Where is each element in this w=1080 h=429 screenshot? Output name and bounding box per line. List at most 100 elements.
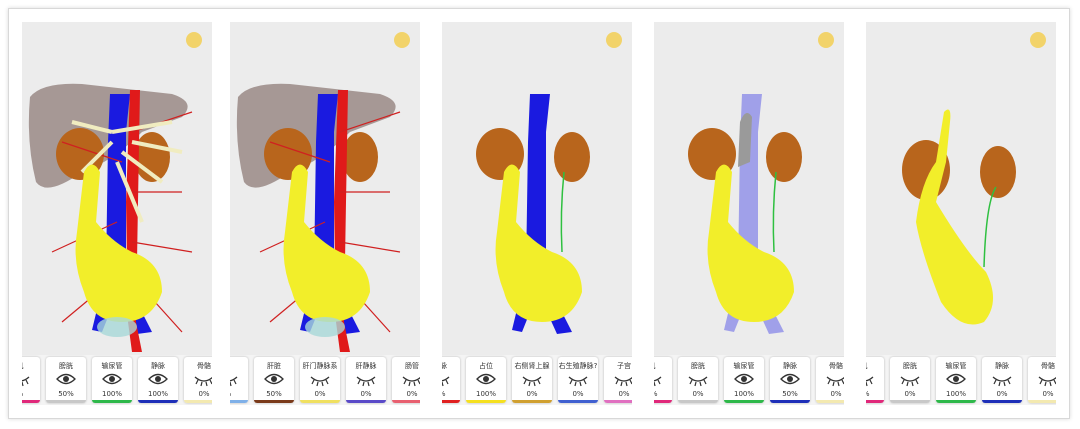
layer-toggle[interactable]: 肌%	[22, 357, 40, 403]
layer-color-bar	[512, 400, 552, 403]
layer-color-bar	[466, 400, 506, 403]
layer-opacity: 0%	[904, 390, 916, 398]
layer-color-bar	[92, 400, 132, 403]
layer-opacity: 50%	[782, 390, 798, 398]
layer-toggle[interactable]: 静脉 100%	[138, 357, 178, 403]
layer-opacity: 0%	[866, 390, 884, 398]
layer-toggle[interactable]: 输尿管 100%	[724, 357, 764, 403]
layer-label: 输尿管	[101, 362, 123, 370]
layer-color-bar	[982, 400, 1022, 403]
phone-panel: 肌% 膀胱 50% 输尿管 100% 静脉 100% 骨骼 0%	[22, 22, 212, 405]
layer-label: 子宫	[617, 362, 631, 370]
layer-color-bar	[678, 400, 718, 403]
eye-closed-icon	[230, 376, 238, 387]
layer-opacity: 100%	[475, 390, 496, 398]
layer-opacity: 0%	[442, 390, 460, 398]
layer-color-bar	[770, 400, 810, 403]
layer-toggle[interactable]: 肝门静脉系 0%	[300, 357, 340, 403]
layer-toolbar: 肌 0% 膀胱 0% 输尿管 100% 静脉 0% 骨骼 0%	[866, 355, 1056, 405]
eye-closed-icon	[442, 376, 450, 387]
model-view	[902, 32, 1046, 325]
layer-toggle[interactable]: %	[230, 357, 248, 403]
layer-toggle[interactable]: 膀胱 0%	[678, 357, 718, 403]
layer-toolbar: 肌 0% 膀胱 0% 输尿管 100% 静脉 50% 骨骼 0%	[654, 355, 844, 405]
phone-panel: 肌 0% 膀胱 0% 输尿管 100% 静脉 0% 骨骼 0%	[866, 22, 1056, 405]
layer-opacity: 100%	[733, 390, 754, 398]
anatomy-model	[236, 83, 401, 352]
light-button	[606, 32, 622, 48]
layer-opacity: 100%	[945, 390, 966, 398]
layer-opacity: 0%	[526, 390, 538, 398]
light-button	[186, 32, 202, 48]
light-button	[1030, 32, 1046, 48]
layer-opacity: 0%	[406, 390, 418, 398]
layer-toggle[interactable]: 肠管 0%	[392, 357, 420, 403]
layer-toggle[interactable]: 右侧肾上腺 0%	[512, 357, 552, 403]
layer-toggle[interactable]: 肝静脉 0%	[346, 357, 386, 403]
anatomy-model	[476, 94, 590, 334]
layer-color-bar	[392, 400, 420, 403]
layer-toggle[interactable]: 右生殖静脉? 0%	[558, 357, 598, 403]
frame	[8, 8, 1070, 419]
layer-toggle[interactable]: 骨骼 0%	[184, 357, 212, 403]
layer-label: 静脉	[151, 362, 165, 370]
eye-closed-icon	[194, 376, 212, 387]
eye-closed-icon	[522, 376, 542, 387]
layer-toggle[interactable]: 肌 0%	[654, 357, 672, 403]
anatomy-model	[688, 94, 802, 334]
layer-toggle[interactable]: 输尿管 100%	[92, 357, 132, 403]
layer-color-bar	[724, 400, 764, 403]
layer-opacity: 50%	[266, 390, 282, 398]
layer-opacity: 0%	[692, 390, 704, 398]
light-button	[818, 32, 834, 48]
layer-toggle[interactable]: 输尿管 100%	[936, 357, 976, 403]
layer-opacity: 0%	[1042, 390, 1054, 398]
phone-panel: 肌 0% 膀胱 0% 输尿管 100% 静脉 50% 骨骼 0%	[654, 22, 844, 405]
anatomy-model	[902, 109, 1016, 325]
eye-closed-icon	[900, 376, 920, 387]
model-view	[28, 32, 202, 352]
eye-closed-icon	[826, 376, 844, 387]
eye-open-icon	[476, 373, 496, 385]
layer-opacity: %	[22, 390, 40, 398]
layer-label: 膀胱	[59, 362, 73, 370]
layer-toggle[interactable]: 子宫 0%	[604, 357, 632, 403]
layer-color-bar	[866, 400, 884, 403]
layer-toggle[interactable]: 骨骼 0%	[816, 357, 844, 403]
layer-color-bar	[346, 400, 386, 403]
layer-toggle[interactable]: 动脉 0%	[442, 357, 460, 403]
layer-toggle[interactable]: 肝脏 50%	[254, 357, 294, 403]
eye-closed-icon	[310, 376, 330, 387]
layer-color-bar	[558, 400, 598, 403]
phone-panel: % 肝脏 50% 肝门静脉系 0% 肝静脉 0% 肠管 0%	[230, 22, 420, 405]
layer-toggle[interactable]: 肌 0%	[866, 357, 884, 403]
eye-open-icon	[264, 373, 284, 385]
eye-closed-icon	[654, 376, 662, 387]
layer-opacity: 0%	[830, 390, 842, 398]
layer-toggle[interactable]: 膀胱 0%	[890, 357, 930, 403]
model-view	[476, 32, 622, 334]
layer-label: 膀胱	[691, 362, 705, 370]
layer-label: 肝静脉	[355, 362, 377, 370]
layer-toggle[interactable]: 骨骼 0%	[1028, 357, 1056, 403]
eye-closed-icon	[688, 376, 708, 387]
layer-color-bar	[138, 400, 178, 403]
eye-closed-icon	[1038, 376, 1056, 387]
layer-color-bar	[1028, 400, 1056, 403]
layer-color-bar	[604, 400, 632, 403]
layer-opacity: 0%	[198, 390, 210, 398]
layer-toggle[interactable]: 占位 100%	[466, 357, 506, 403]
layer-toggle[interactable]: 膀胱 50%	[46, 357, 86, 403]
eye-closed-icon	[992, 376, 1012, 387]
layer-label: 动脉	[442, 362, 447, 370]
layer-opacity: 50%	[58, 390, 74, 398]
eye-open-icon	[780, 373, 800, 385]
layer-label: 骨骼	[1041, 362, 1055, 370]
layer-label: 骨骼	[829, 362, 843, 370]
layer-label: 输尿管	[945, 362, 967, 370]
layer-toggle[interactable]: 静脉 0%	[982, 357, 1022, 403]
eye-closed-icon	[22, 376, 30, 387]
layer-opacity: %	[230, 390, 248, 398]
layer-toggle[interactable]: 静脉 50%	[770, 357, 810, 403]
